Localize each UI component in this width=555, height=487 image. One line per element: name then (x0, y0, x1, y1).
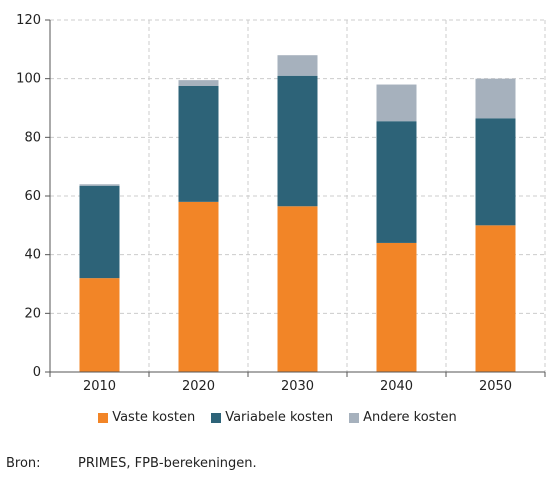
bar-vaste-kosten-2010 (79, 278, 120, 372)
bar-andere-kosten-2020 (178, 80, 219, 86)
y-tick-label: 120 (16, 13, 41, 28)
legend-label-andere-kosten: Andere kosten (363, 410, 457, 425)
bar-vaste-kosten-2030 (277, 206, 318, 372)
legend-swatch-andere-kosten (349, 412, 360, 423)
legend: Vaste kosten Variabele kosten Andere kos… (0, 410, 555, 425)
bar-variabele-kosten-2020 (178, 86, 219, 202)
axes (45, 19, 546, 377)
y-tick-label: 60 (24, 189, 41, 204)
y-tick-label: 20 (24, 306, 41, 321)
bar-andere-kosten-2010 (79, 184, 120, 186)
y-tick-label: 0 (33, 365, 41, 380)
legend-swatch-variabele-kosten (211, 412, 222, 423)
bar-andere-kosten-2050 (475, 78, 516, 119)
legend-item-vaste-kosten: Vaste kosten (98, 410, 195, 425)
y-tick-label: 100 (16, 72, 41, 87)
y-tick-label: 40 (24, 248, 41, 263)
bar-vaste-kosten-2020 (178, 201, 219, 372)
bar-vaste-kosten-2050 (475, 225, 516, 372)
bar-andere-kosten-2030 (277, 55, 318, 76)
bar-variabele-kosten-2050 (475, 118, 516, 226)
bars (79, 55, 516, 372)
bar-variabele-kosten-2010 (79, 185, 120, 279)
y-tick-label: 80 (24, 130, 41, 145)
bar-variabele-kosten-2040 (376, 121, 417, 243)
x-tick-label: 2010 (83, 379, 116, 394)
x-tick-label: 2040 (380, 379, 413, 394)
source-text: PRIMES, FPB-berekeningen. (78, 456, 257, 471)
bar-andere-kosten-2040 (376, 84, 417, 122)
legend-label-vaste-kosten: Vaste kosten (112, 410, 196, 425)
legend-label-variabele-kosten: Variabele kosten (225, 410, 334, 425)
source-label: Bron: (6, 456, 41, 471)
legend-item-andere-kosten: Andere kosten (349, 410, 457, 425)
source-note: Bron: PRIMES, FPB-berekeningen. (6, 456, 257, 471)
x-tick-label: 2020 (182, 379, 215, 394)
legend-swatch-vaste-kosten (98, 412, 109, 423)
bar-vaste-kosten-2040 (376, 242, 417, 372)
legend-item-variabele-kosten: Variabele kosten (211, 410, 333, 425)
x-tick-label: 2030 (281, 379, 314, 394)
x-tick-label: 2050 (479, 379, 512, 394)
bar-variabele-kosten-2030 (277, 75, 318, 207)
